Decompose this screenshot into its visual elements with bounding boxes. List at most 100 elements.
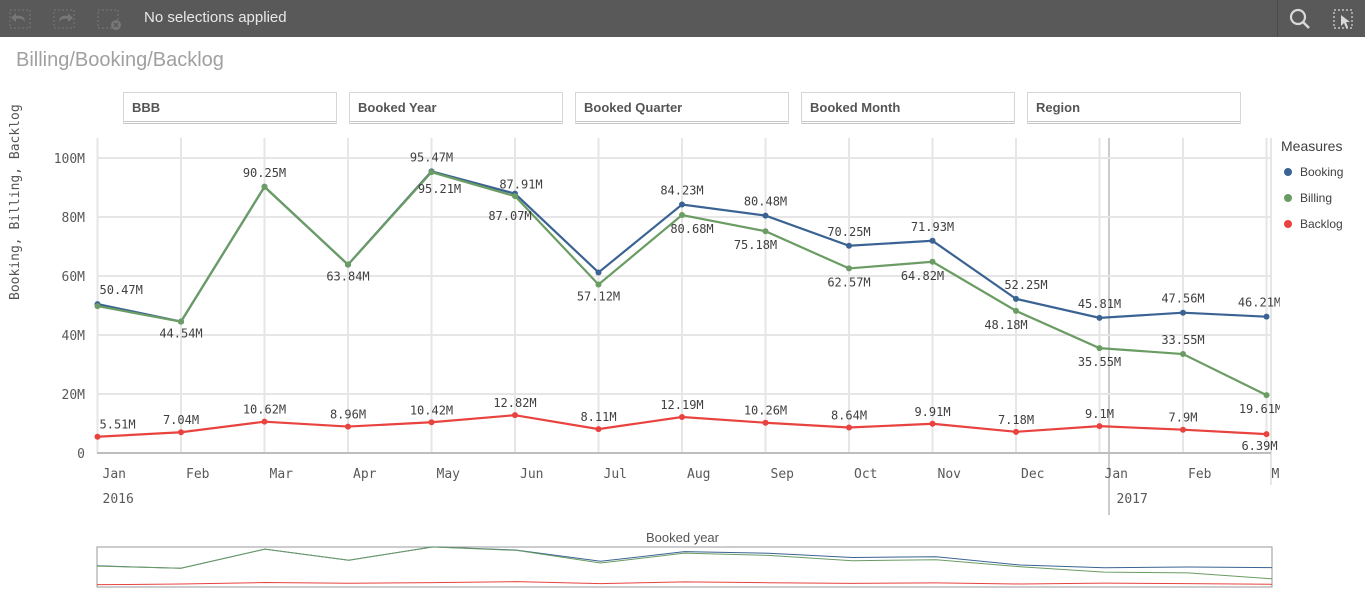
filter-region[interactable]: Region <box>1027 92 1241 124</box>
data-point-backlog[interactable] <box>261 418 268 425</box>
data-point-backlog[interactable] <box>1013 428 1019 435</box>
y-tick-label: 20M <box>62 388 86 403</box>
legend-label: Booking <box>1300 165 1344 179</box>
data-point-booking[interactable] <box>1096 314 1103 321</box>
data-point-booking[interactable] <box>595 269 602 276</box>
legend-label: Billing <box>1300 191 1333 205</box>
toolbar-divider <box>1277 0 1278 37</box>
data-point-billing[interactable] <box>1180 351 1186 358</box>
data-label-backlog: 7.9M <box>1169 411 1198 425</box>
data-point-billing[interactable] <box>1263 392 1270 399</box>
data-point-booking[interactable] <box>846 242 852 249</box>
x-tick-label: Jul <box>604 467 627 482</box>
data-label-backlog: 12.82M <box>493 396 536 410</box>
navigator-title: Booked year <box>646 530 719 545</box>
data-point-booking[interactable] <box>679 201 685 208</box>
data-label-billing: 44.54M <box>159 327 202 341</box>
y-tick-label: 60M <box>62 270 86 285</box>
data-label-backlog: 12.19M <box>660 398 703 412</box>
data-label-booking: 52.25M <box>1004 278 1047 292</box>
legend-item-booking[interactable]: Booking <box>1284 165 1343 179</box>
line-chart[interactable]: 0 20M 40M 60M 80M 100M Jan Feb Mar Apr May Jun Jul Au… <box>0 130 1280 530</box>
range-navigator[interactable] <box>0 545 1365 595</box>
clear-selections-icon[interactable] <box>96 6 122 32</box>
data-point-backlog[interactable] <box>595 426 602 433</box>
data-point-billing[interactable] <box>1013 307 1019 314</box>
y-tick-label: 80M <box>62 211 86 226</box>
y-tick-label: 40M <box>62 329 86 344</box>
filter-booked-month[interactable]: Booked Month <box>801 92 1015 124</box>
x-tick-label: Apr <box>353 467 377 482</box>
data-label-billing: 19.61M <box>1239 402 1280 416</box>
data-point-billing[interactable] <box>512 193 518 200</box>
data-label-booking: 70.25M <box>827 225 870 239</box>
x-tick-label: Jun <box>520 467 543 482</box>
x-tick-label: Feb <box>186 467 210 482</box>
data-point-billing[interactable] <box>345 261 351 268</box>
data-point-backlog[interactable] <box>428 419 435 426</box>
redo-icon[interactable] <box>52 6 78 32</box>
x-tick-label: Sep <box>771 467 795 482</box>
data-label-backlog: 8.64M <box>831 409 867 423</box>
x-year-label: 2016 <box>103 492 134 507</box>
filter-booked-quarter[interactable]: Booked Quarter <box>575 92 789 124</box>
data-point-booking[interactable] <box>929 237 936 244</box>
x-tick-label: Oct <box>854 467 877 482</box>
data-label-booking: 87.91M <box>499 178 542 192</box>
data-point-billing[interactable] <box>178 318 184 325</box>
data-point-billing[interactable] <box>94 303 101 310</box>
data-point-booking[interactable] <box>1263 313 1270 320</box>
data-point-booking[interactable] <box>762 212 769 219</box>
navigator-line-backlog <box>96 581 1273 586</box>
data-label-billing: 95.21M <box>418 182 461 196</box>
data-point-billing[interactable] <box>261 183 268 190</box>
filter-bbb[interactable]: BBB <box>123 92 337 124</box>
data-point-booking[interactable] <box>1180 309 1186 316</box>
data-point-billing[interactable] <box>762 228 769 235</box>
data-point-backlog[interactable] <box>679 414 685 421</box>
filter-label: BBB <box>132 100 161 115</box>
data-point-backlog[interactable] <box>1180 426 1186 433</box>
data-point-billing[interactable] <box>1096 345 1103 352</box>
search-icon[interactable] <box>1287 6 1313 32</box>
data-label-backlog: 6.39M <box>1241 439 1277 453</box>
data-point-backlog[interactable] <box>94 433 101 440</box>
filter-label: Region <box>1036 100 1081 115</box>
data-label-booking: 45.81M <box>1078 297 1121 311</box>
data-point-backlog[interactable] <box>1263 431 1270 438</box>
data-point-billing[interactable] <box>846 265 852 272</box>
data-label-billing: 48.18M <box>984 318 1027 332</box>
data-label-billing: 33.55M <box>1161 333 1204 347</box>
data-point-backlog[interactable] <box>345 423 351 430</box>
selections-tool-icon[interactable] <box>1331 6 1357 32</box>
data-label-backlog: 5.51M <box>100 418 136 432</box>
x-tick-label: Feb <box>1188 467 1212 482</box>
sheet-title: Billing/Booking/Backlog <box>16 49 224 71</box>
legend-dot <box>1284 219 1292 228</box>
legend-item-backlog[interactable]: Backlog <box>1284 217 1343 231</box>
data-point-backlog[interactable] <box>1096 423 1103 430</box>
data-point-billing[interactable] <box>679 211 685 218</box>
data-label-booking: 50.47M <box>100 283 143 297</box>
data-point-billing[interactable] <box>929 258 936 265</box>
data-point-backlog[interactable] <box>178 429 184 436</box>
x-tick-label: Jan <box>103 467 126 482</box>
data-label-backlog: 9.91M <box>914 405 950 419</box>
y-tick-label: 0 <box>77 447 85 462</box>
data-label-booking: 90.25M <box>243 166 286 180</box>
undo-icon[interactable] <box>8 6 34 32</box>
x-tick-label: May <box>437 467 461 482</box>
data-point-billing[interactable] <box>428 169 435 176</box>
data-point-backlog[interactable] <box>512 412 518 419</box>
data-label-booking: 95.47M <box>410 150 453 164</box>
data-point-backlog[interactable] <box>762 419 769 426</box>
data-label-booking: 46.21M <box>1238 296 1280 310</box>
data-point-backlog[interactable] <box>929 420 936 427</box>
data-label-billing: 62.57M <box>827 275 870 289</box>
filter-booked-year[interactable]: Booked Year <box>349 92 563 124</box>
data-label-billing: 63.84M <box>326 270 369 284</box>
legend-item-billing[interactable]: Billing <box>1284 191 1332 205</box>
data-point-billing[interactable] <box>595 281 602 288</box>
data-point-booking[interactable] <box>1013 295 1019 302</box>
data-point-backlog[interactable] <box>846 424 852 431</box>
